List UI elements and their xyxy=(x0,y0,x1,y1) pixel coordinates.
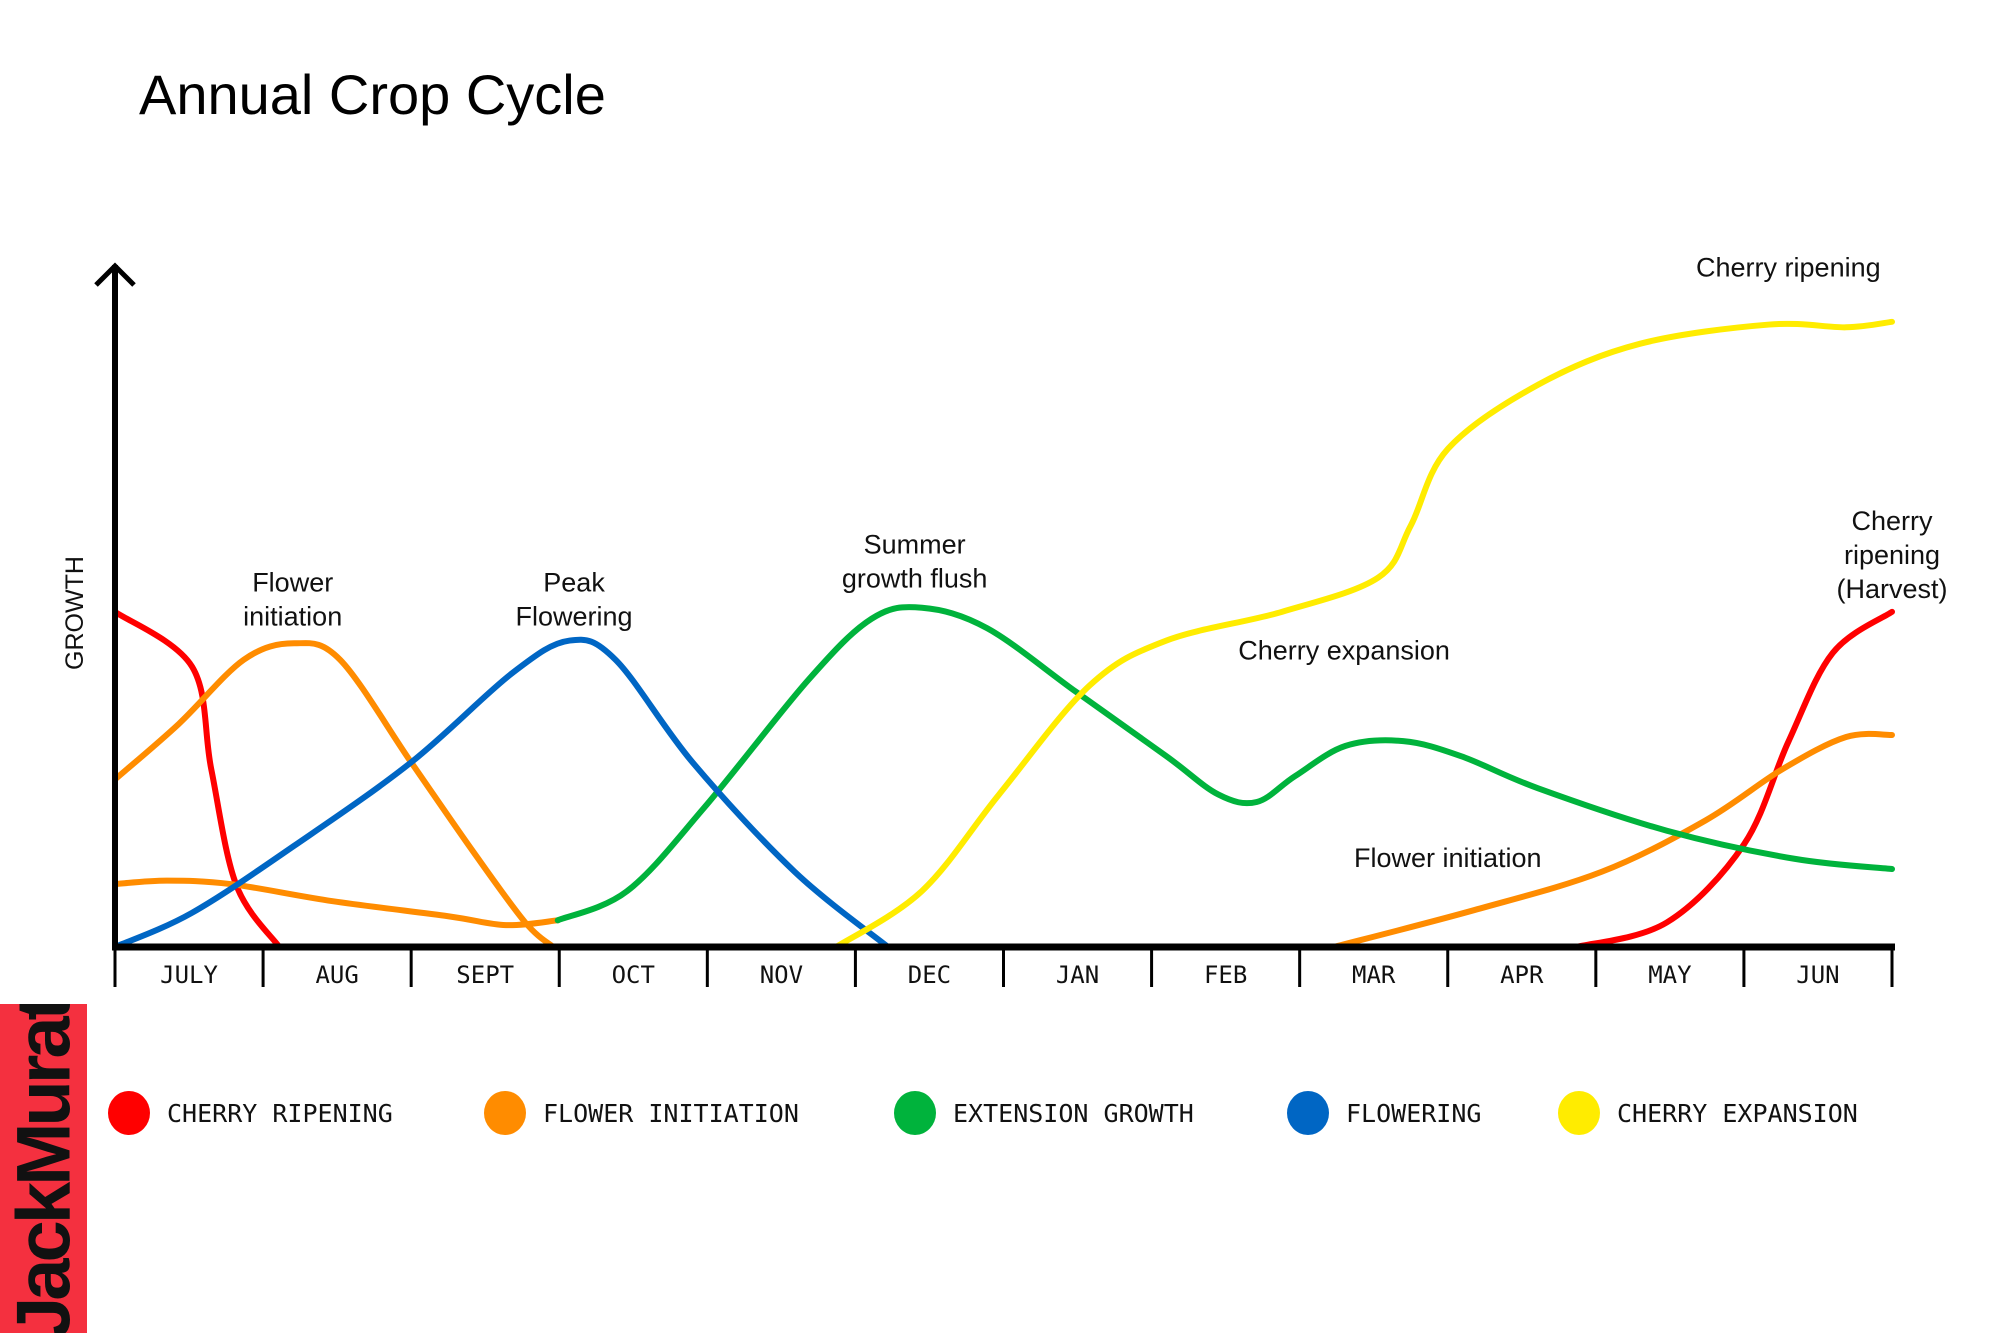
x-tick-label: SEPT xyxy=(456,961,514,989)
annotation-line: Cherry ripening xyxy=(1696,253,1881,283)
x-tick-label: OCT xyxy=(612,961,655,989)
annotation: Summer growth flush xyxy=(842,530,988,594)
legend-swatch-icon xyxy=(108,1091,150,1135)
legend-swatch-icon xyxy=(894,1091,936,1135)
annotation: Cherry expansion xyxy=(1238,636,1450,666)
logo-text: JackMurat xyxy=(1,1004,87,1333)
x-tick-label: APR xyxy=(1500,961,1544,989)
series-line-flower-initiation-2 xyxy=(112,877,561,929)
annotation: Flower initiation xyxy=(1354,843,1542,873)
annotation: Flower initiation xyxy=(243,567,342,631)
annotation-line: Flower initiation xyxy=(1354,843,1542,873)
series-line-cherry-expansion-1 xyxy=(833,318,1895,950)
x-tick-label: AUG xyxy=(315,961,358,989)
annotation-line: Cherry expansion xyxy=(1238,636,1450,666)
x-tick-label: MAY xyxy=(1648,961,1692,989)
x-tick-label: NOV xyxy=(760,961,803,989)
series-line-cherry-ripening-2 xyxy=(1573,608,1895,950)
legend-swatch-icon xyxy=(1558,1091,1600,1135)
annotation: Cherry ripening (Harvest) xyxy=(1836,506,1947,604)
x-tick-label: JAN xyxy=(1056,961,1099,989)
annotation-line: Flowering xyxy=(516,601,633,631)
legend-label: EXTENSION GROWTH xyxy=(953,1099,1194,1128)
y-axis-label: GROWTH xyxy=(61,556,89,670)
x-tick-label: JUN xyxy=(1796,961,1839,989)
legend-label: CHERRY EXPANSION xyxy=(1617,1099,1858,1128)
series-line-flower-initiation-1 xyxy=(112,640,557,950)
x-tick-label: FEB xyxy=(1204,961,1247,989)
legend-swatch-icon xyxy=(484,1091,526,1135)
annotation-line: (Harvest) xyxy=(1836,574,1947,604)
logo: JackMurat xyxy=(0,1004,87,1333)
legend-label: FLOWERING xyxy=(1346,1099,1481,1128)
annotation-line: Summer xyxy=(864,530,966,560)
annotation-line: initiation xyxy=(243,601,342,631)
series-line-extension-growth-1 xyxy=(554,604,1895,924)
legend-swatch-icon xyxy=(1287,1091,1329,1135)
annotation-line: Peak xyxy=(543,567,605,597)
x-tick-label: JULY xyxy=(160,961,218,989)
legend-label: FLOWER INITIATION xyxy=(543,1099,799,1128)
annotation-line: ripening xyxy=(1844,540,1940,570)
annotation-line: Cherry xyxy=(1851,506,1933,536)
series-line-cherry-ripening-1 xyxy=(112,608,283,950)
x-tick-label: MAR xyxy=(1352,961,1396,989)
annotation: Peak Flowering xyxy=(516,567,633,631)
series-line-flowering-1 xyxy=(112,636,891,950)
series-line-flower-initiation-3 xyxy=(1330,730,1895,950)
annotation-line: growth flush xyxy=(842,564,988,594)
y-axis-arrow-icon xyxy=(94,262,136,287)
annotation: Cherry ripening xyxy=(1696,253,1881,283)
chart-title: Annual Crop Cycle xyxy=(139,63,606,126)
legend-label: CHERRY RIPENING xyxy=(167,1099,393,1128)
x-tick-label: DEC xyxy=(908,961,951,989)
annotation-line: Flower xyxy=(252,567,333,597)
